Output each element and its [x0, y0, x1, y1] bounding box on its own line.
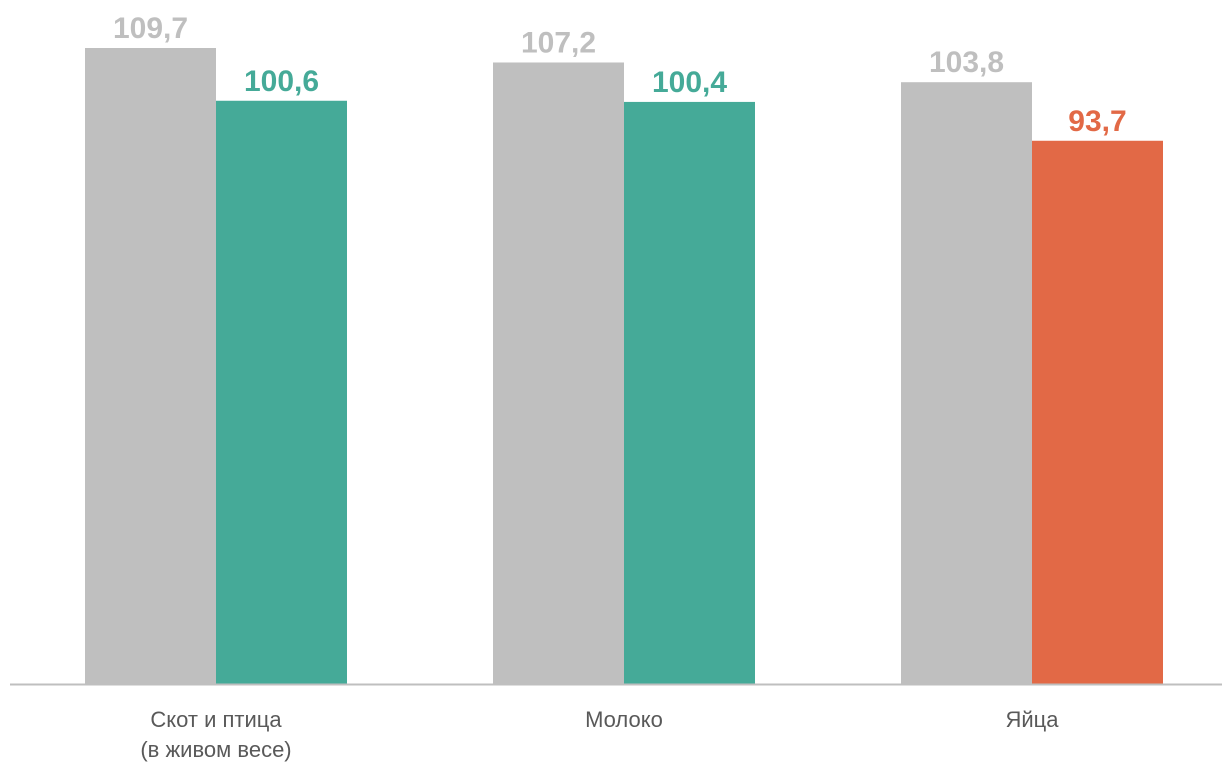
bar-s2-c3: [1032, 140, 1163, 684]
data-label-s1-c3: 103,8: [929, 46, 1004, 79]
category-label-3: Яйца: [1005, 707, 1059, 732]
bar-s2-c2: [624, 101, 755, 684]
data-label-s2-c1: 100,6: [244, 65, 319, 98]
bar-s2-c1: [216, 100, 347, 685]
category-label-2: Молоко: [585, 707, 663, 732]
category-label-1-line2: (в живом весе): [140, 737, 291, 762]
category-label-1: Скот и птица: [150, 707, 282, 732]
bar-s1-c3: [901, 82, 1032, 685]
data-label-s2-c2: 100,4: [652, 66, 727, 99]
data-label-s2-c3: 93,7: [1068, 105, 1126, 138]
data-label-s1-c1: 109,7: [113, 12, 188, 45]
data-label-s1-c2: 107,2: [521, 26, 596, 59]
bar-s1-c1: [85, 48, 216, 684]
bar-s1-c2: [493, 62, 624, 684]
